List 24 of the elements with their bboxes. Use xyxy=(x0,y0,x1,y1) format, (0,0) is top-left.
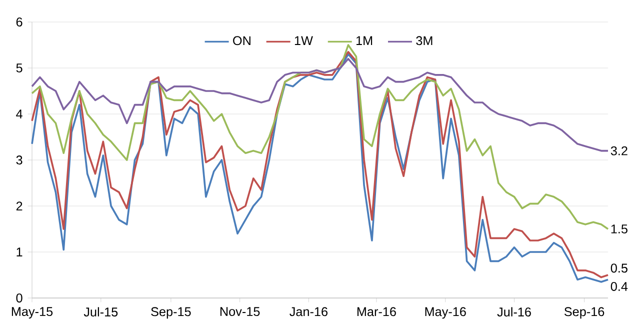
legend-label: 1W xyxy=(294,36,313,45)
annotation: 0.4 xyxy=(610,282,628,291)
x-tick-label: May-16 xyxy=(425,307,466,319)
y-tick-label: 4 xyxy=(16,110,22,118)
y-tick-label: 6 xyxy=(16,18,22,26)
legend-label: 3M xyxy=(416,36,432,46)
x-tick-label: Sep-16 xyxy=(564,307,604,319)
annotation: 0.5 xyxy=(610,264,628,273)
x-tick-label: Mar-16 xyxy=(357,307,396,316)
y-tick-label: 2 xyxy=(16,202,22,210)
y-tick-label: 1 xyxy=(16,248,22,256)
x-tick-label: Jul-16 xyxy=(497,307,531,316)
x-tick-label: May-15 xyxy=(12,307,53,319)
legend-label: ON xyxy=(233,36,250,46)
x-tick-label: Jan-16 xyxy=(290,307,328,316)
y-tick-label: 3 xyxy=(16,156,22,164)
x-tick-label: Nov-15 xyxy=(220,307,260,316)
legend-label: 1M xyxy=(356,36,372,45)
y-tick-label: 5 xyxy=(16,64,22,72)
y-tick-label: 0 xyxy=(16,294,22,302)
annotation: 3.2 xyxy=(610,146,628,156)
x-tick-label: Jul-15 xyxy=(84,307,118,316)
annotation: 1.5 xyxy=(611,224,628,234)
x-tick-label: Sep-15 xyxy=(151,307,191,319)
